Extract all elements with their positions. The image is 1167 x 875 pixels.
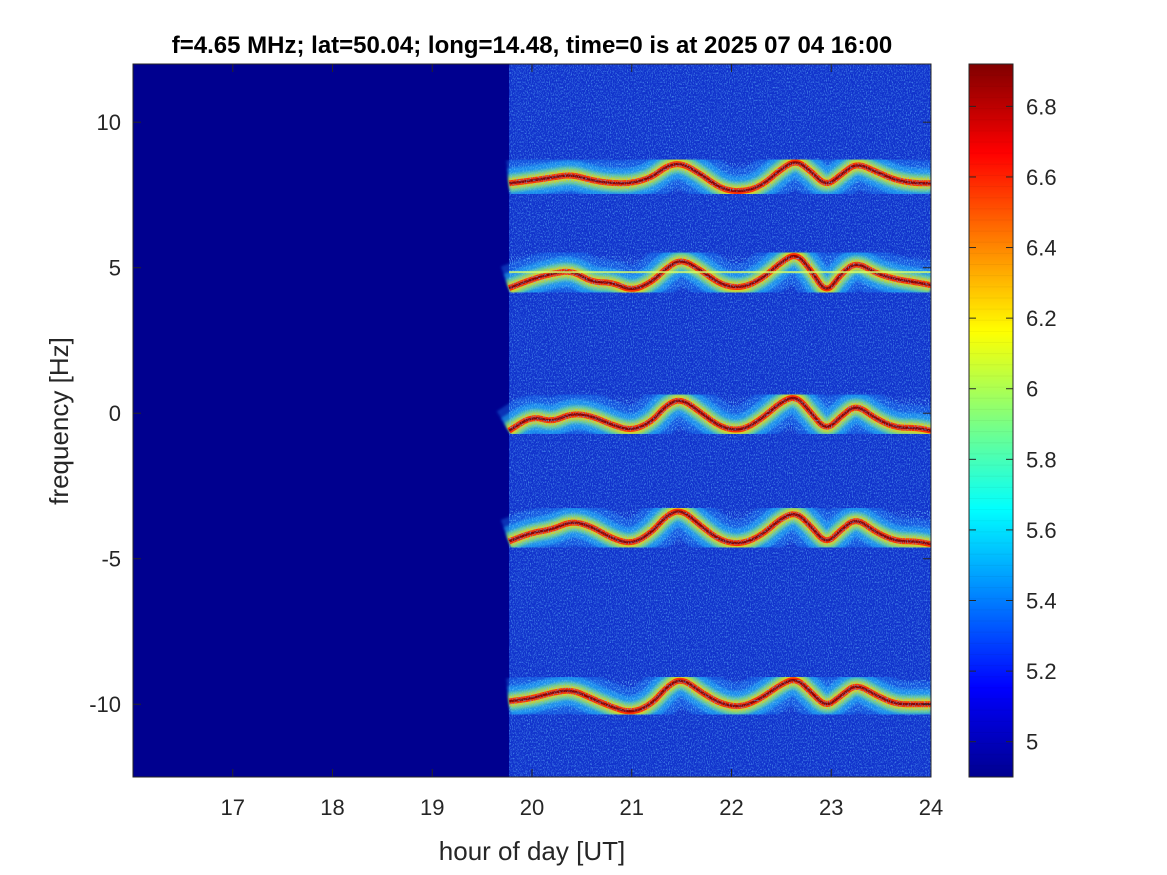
band-5 bbox=[497, 657, 931, 735]
band-4 bbox=[497, 488, 931, 567]
y-axis-label: frequency [Hz] bbox=[44, 337, 74, 505]
colorbar-tick-label: 6.8 bbox=[1026, 94, 1057, 119]
x-tick-label: 22 bbox=[719, 795, 743, 820]
colorbar bbox=[969, 64, 1013, 777]
band-3 bbox=[496, 375, 931, 454]
colorbar-tick-label: 5.4 bbox=[1026, 589, 1057, 614]
colorbar-tick-label: 6 bbox=[1026, 377, 1038, 402]
colorbar-tick-label: 5.8 bbox=[1026, 447, 1057, 472]
band-texture bbox=[507, 145, 931, 209]
y-tick-label: 5 bbox=[109, 256, 121, 281]
band-1 bbox=[497, 139, 931, 215]
x-tick-label: 24 bbox=[919, 795, 943, 820]
band-2 bbox=[497, 233, 931, 312]
y-tick-label: -10 bbox=[89, 692, 121, 717]
x-tick-label: 21 bbox=[620, 795, 644, 820]
x-tick-label: 23 bbox=[819, 795, 843, 820]
colorbar-axis: 5 5.2 5.4 5.6 5.8 6 6.2 6.4 6.6 6.8 bbox=[969, 94, 1057, 755]
band-texture bbox=[507, 663, 931, 729]
band-texture bbox=[499, 381, 931, 448]
colorbar-tick-label: 5.2 bbox=[1026, 659, 1057, 684]
y-tick-label: -5 bbox=[101, 547, 121, 572]
colorbar-tick-label: 5 bbox=[1026, 730, 1038, 755]
colorbar-tick-label: 6.4 bbox=[1026, 236, 1057, 261]
band-core bbox=[508, 510, 931, 546]
x-axis-label: hour of day [UT] bbox=[439, 836, 625, 866]
y-tick-label: 10 bbox=[97, 110, 121, 135]
axis-layer: 17 18 19 20 21 22 23 24 10 5 0 -5 -10 bbox=[89, 64, 943, 820]
colorbar-tick-label: 5.6 bbox=[1026, 518, 1057, 543]
colorbar-tick-label: 6.2 bbox=[1026, 306, 1057, 331]
colorbar-tick-label: 6.6 bbox=[1026, 165, 1057, 190]
chart-title: f=4.65 MHz; lat=50.04; long=14.48, time=… bbox=[172, 32, 892, 59]
y-tick-label: 0 bbox=[109, 401, 121, 426]
x-tick-label: 17 bbox=[221, 795, 245, 820]
band-core bbox=[508, 254, 931, 290]
spectrogram-layer bbox=[496, 64, 931, 777]
x-tick-label: 20 bbox=[520, 795, 544, 820]
x-tick-label: 19 bbox=[420, 795, 444, 820]
colorbar-frame bbox=[968, 63, 1014, 778]
x-tick-label: 18 bbox=[320, 795, 344, 820]
colorbar-bands bbox=[969, 74, 1013, 767]
